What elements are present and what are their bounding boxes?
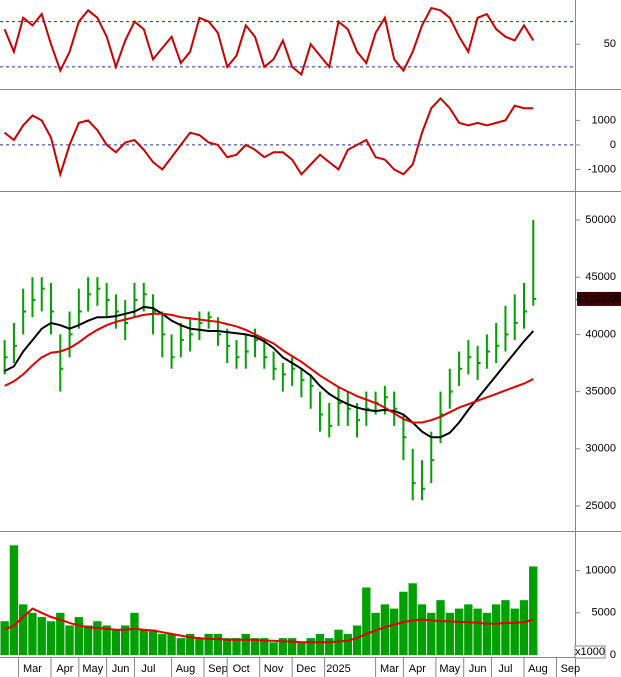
volume-bar — [473, 608, 482, 655]
x-tick-label: May — [439, 663, 460, 675]
volume-bar — [389, 608, 399, 655]
volume-bar — [464, 604, 473, 655]
x-tick-label: Aug — [176, 663, 196, 675]
y-tick-label: 1000 — [592, 114, 616, 126]
y-tick-label: 35000 — [585, 385, 616, 397]
volume-bar — [139, 629, 148, 655]
volume-bar — [111, 629, 121, 655]
y-tick-label: 30000 — [585, 443, 616, 455]
x-tick-label: Apr — [409, 663, 426, 675]
volume-bar — [0, 621, 9, 655]
volume-bar — [232, 638, 241, 655]
volume-bar — [427, 612, 436, 655]
x-tick-label: Jun — [469, 663, 487, 675]
y-tick-label: 25000 — [585, 500, 616, 512]
volume-bar — [343, 633, 352, 655]
volume-bar — [529, 566, 538, 655]
volume-bar — [436, 600, 445, 655]
y-tick-label: -1000 — [588, 163, 616, 175]
volume-bar — [417, 604, 427, 655]
unit-box — [574, 645, 606, 659]
volume-bar — [121, 625, 130, 655]
last-price-box — [577, 291, 621, 306]
volume-bar — [241, 633, 250, 655]
x-tick-label: Aug — [528, 663, 548, 675]
x-tick-label: Sep — [561, 663, 581, 675]
volume-bar — [269, 642, 278, 655]
x-tick-label: Mar — [23, 663, 42, 675]
volume-bar — [482, 612, 492, 655]
volume-bar — [46, 621, 56, 655]
volume-bar — [158, 633, 167, 655]
volume-bar — [352, 625, 362, 655]
series-line — [4, 312, 534, 424]
volume-bar — [408, 583, 417, 655]
volume-bar — [102, 625, 111, 655]
volume-bar — [65, 625, 74, 655]
y-tick-label: 10000 — [585, 565, 616, 577]
volume-bar — [56, 612, 65, 655]
x-tick-label: Sep — [208, 663, 228, 675]
volume-bar — [204, 633, 213, 655]
volume-bar — [176, 638, 186, 655]
volume-bar — [287, 638, 297, 655]
volume-bar — [93, 621, 102, 655]
volume-bar — [223, 638, 232, 655]
y-tick-label: 0 — [610, 139, 616, 151]
series-line — [3, 6, 535, 77]
x-tick-label: Jun — [112, 663, 130, 675]
volume-bar — [148, 629, 158, 655]
y-tick-label: 40000 — [585, 328, 616, 340]
volume-bar — [297, 642, 306, 655]
volume-bar — [325, 638, 334, 655]
y-tick-label: 45000 — [585, 271, 616, 283]
x-tick-label: Oct — [233, 663, 250, 675]
x-tick-label: Mar — [380, 663, 399, 675]
volume-bar — [9, 545, 19, 655]
volume-bar — [454, 608, 464, 655]
x-tick-label: Jul — [498, 663, 512, 675]
volume-bar — [278, 638, 288, 655]
x-tick-label: Nov — [264, 663, 284, 675]
y-tick-label: 50000 — [585, 214, 616, 226]
volume-bar — [491, 604, 501, 655]
volume-bar — [519, 600, 529, 655]
y-tick-label: 0 — [610, 649, 616, 661]
x-tick-label: May — [82, 663, 103, 675]
volume-bar — [510, 608, 519, 655]
volume-bar — [28, 612, 37, 655]
x-tick-label: 2025 — [326, 663, 350, 675]
volume-bar — [445, 612, 454, 655]
volume-bar — [250, 638, 260, 655]
volume-bar — [83, 625, 93, 655]
volume-bar — [501, 600, 510, 655]
x-tick-label: Apr — [56, 663, 73, 675]
volume-bar — [130, 612, 139, 655]
volume-bar — [399, 591, 408, 655]
series-line — [4, 305, 535, 439]
volume-bar — [37, 617, 46, 655]
y-tick-label: 50 — [604, 38, 616, 50]
series-line — [3, 96, 534, 178]
volume-bar — [213, 633, 223, 655]
volume-bar — [185, 633, 195, 655]
volume-bar — [362, 587, 371, 655]
volume-bar — [195, 638, 204, 655]
y-tick-label: 5000 — [592, 607, 616, 619]
volume-bar — [371, 612, 380, 655]
series-line — [4, 607, 534, 644]
x-tick-label: Jul — [141, 663, 155, 675]
volume-bar — [315, 633, 325, 655]
volume-bar — [306, 638, 315, 655]
volume-bar — [74, 617, 84, 655]
volume-bar — [19, 604, 28, 655]
volume-bar — [380, 604, 390, 655]
volume-bar — [167, 633, 176, 655]
unit-label: x1000 — [575, 646, 605, 658]
volume-bar — [260, 638, 269, 655]
x-tick-label: Dec — [296, 663, 316, 675]
last-price-label: 43100.00 — [576, 293, 621, 305]
